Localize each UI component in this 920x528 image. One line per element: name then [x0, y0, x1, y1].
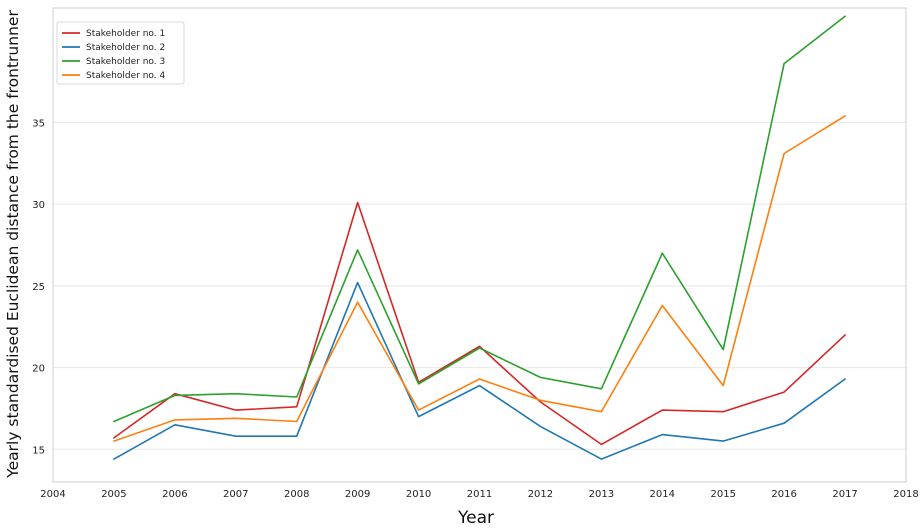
y-axis-label: Yearly standardised Euclidean distance f… [4, 10, 22, 479]
x-tick-label-2008: 2008 [284, 489, 309, 500]
x-tick-labels: 2004 2005 2006 2007 2008 2009 2010 2011 2012 2013… [40, 489, 918, 500]
y-tick-label-25: 25 [32, 282, 45, 293]
y-tick-labels: 15 20 25 30 35 [32, 118, 45, 456]
x-tick-label-2004: 2004 [40, 489, 65, 500]
legend-label-stakeholder-1: Stakeholder no. 1 [86, 29, 165, 39]
x-tick-label-2014: 2014 [650, 489, 675, 500]
x-tick-label-2012: 2012 [528, 489, 553, 500]
x-tick-label-2007: 2007 [223, 489, 248, 500]
y-tick-label-20: 20 [32, 364, 45, 375]
x-tick-label-2017: 2017 [832, 489, 857, 500]
x-tick-label-2018: 2018 [893, 489, 918, 500]
x-tick-label-2006: 2006 [162, 489, 187, 500]
series-line-stakeholder-1 [113, 201, 846, 446]
series-line-stakeholder-2 [113, 281, 846, 460]
series-layer [113, 15, 846, 460]
x-tick-label-2015: 2015 [710, 489, 735, 500]
legend-label-stakeholder-3: Stakeholder no. 3 [86, 57, 165, 67]
series-line-stakeholder-3 [113, 15, 846, 423]
legend: Stakeholder no. 1 Stakeholder no. 2 Stakeh… [56, 21, 185, 85]
y-tick-label-30: 30 [32, 200, 45, 211]
x-axis-label: Year [457, 508, 494, 528]
x-tick-label-2009: 2009 [345, 489, 370, 500]
grid-layer [53, 121, 906, 450]
series-line-stakeholder-4 [113, 115, 846, 442]
legend-label-stakeholder-2: Stakeholder no. 2 [86, 43, 165, 53]
x-tick-label-2013: 2013 [589, 489, 614, 500]
y-tick-label-15: 15 [32, 445, 45, 456]
x-tick-label-2010: 2010 [406, 489, 431, 500]
x-tick-label-2016: 2016 [771, 489, 796, 500]
legend-box [56, 21, 185, 85]
legend-label-stakeholder-4: Stakeholder no. 4 [86, 71, 165, 81]
x-tick-label-2011: 2011 [467, 489, 492, 500]
y-tick-label-35: 35 [32, 118, 45, 129]
x-tick-label-2005: 2005 [101, 489, 126, 500]
plot-frame [52, 7, 907, 483]
